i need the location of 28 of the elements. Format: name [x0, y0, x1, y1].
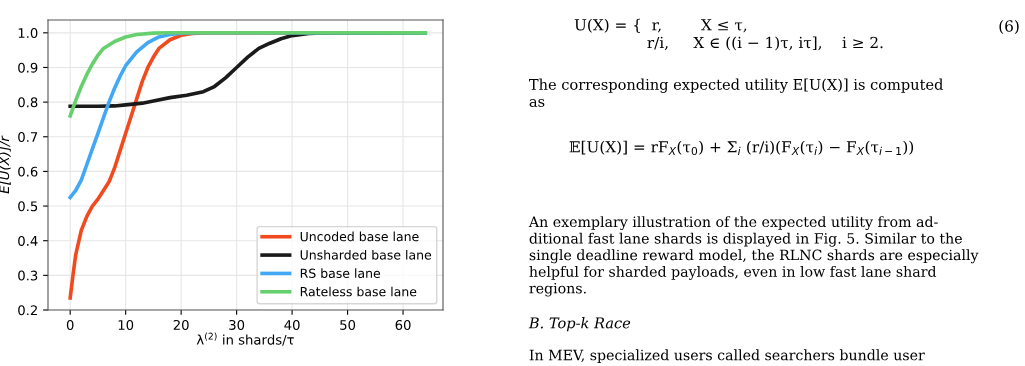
text: U(X) = { r, X ≤ τ, r/i, X ∈ ((i − 1)τ, iτ], i ≥ 2.: [574, 18, 883, 51]
y-tick-label: 0.8: [18, 97, 38, 108]
legend-label: Unsharded base lane: [300, 249, 432, 260]
x-tick-label: 50: [340, 319, 356, 330]
text: The corresponding expected utility E[U(X)] is computed as: [529, 78, 943, 107]
y-tick-label: 0.7: [18, 131, 38, 142]
y-tick-label: 0.5: [18, 201, 38, 212]
y-tick-label: 0.3: [18, 270, 38, 281]
x-tick-label: 40: [284, 319, 300, 330]
text: An exemplary illustration of the expected utility from ad- ditional fast lane shards is displayed in Fig. 5. Similar to the single deadline reward model, the RLNC shards are especially helpful for sharded payloads, even in low fast lane shard regions.: [528, 216, 979, 297]
x-axis-title: λ$^{(2)}$ in shards/τ: [196, 332, 294, 346]
y-tick-label: 0.9: [18, 62, 38, 73]
x-tick-label: 10: [118, 319, 134, 330]
y-tick-label: 0.4: [18, 235, 38, 246]
legend-label: Rateless base lane: [300, 286, 417, 297]
legend-label: RS base lane: [300, 268, 381, 278]
y-tick-label: 0.2: [18, 305, 37, 316]
x-tick-label: 30: [229, 319, 245, 330]
y-tick-label: 0.6: [18, 166, 38, 177]
text: B. Top-k Race: [528, 317, 631, 332]
x-tick-label: 0: [66, 319, 74, 330]
text: 𝔼[U(X)] = rF$_{X}$(τ$_{0}$) + Σ$_{i}$ (r/i)(F$_{X}$(τ$_{i}$) − F$_{X}$(τ$_{i−1}$)): [569, 140, 914, 156]
legend-label: Uncoded base lane: [300, 231, 419, 242]
text: (6): [999, 19, 1019, 34]
x-tick-label: 20: [173, 319, 189, 330]
y-tick-label: 1.0: [18, 28, 38, 39]
x-tick-label: 60: [395, 319, 411, 330]
text: In MEV, specialized users called searchers bundle user: [529, 349, 925, 364]
